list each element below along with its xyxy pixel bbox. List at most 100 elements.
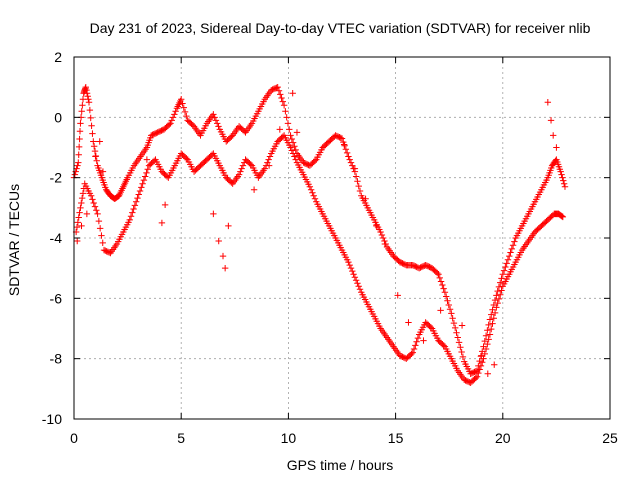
data-point <box>452 324 459 332</box>
data-point <box>446 305 454 313</box>
data-point <box>280 102 288 109</box>
data-point <box>284 120 292 127</box>
data-point <box>499 271 506 278</box>
data-point <box>444 297 451 304</box>
data-point <box>436 274 443 282</box>
data-point <box>77 204 84 212</box>
data-point <box>87 192 95 199</box>
data-point <box>473 373 481 380</box>
data-point <box>311 157 319 164</box>
data-point <box>274 83 281 91</box>
axis-ticks: 0 5 10 15 20 25 -10 -8 -6 -4 -2 0 2 <box>42 49 618 446</box>
data-point <box>350 271 357 278</box>
data-point <box>130 205 137 213</box>
data-point <box>92 153 99 160</box>
data-point <box>78 194 86 202</box>
data-point <box>511 238 518 245</box>
data-point <box>497 291 504 298</box>
data-point <box>237 168 244 175</box>
data-point <box>497 279 504 286</box>
data-point <box>413 338 420 345</box>
data-point <box>276 126 284 133</box>
data-point <box>356 286 364 293</box>
data-point <box>342 146 350 153</box>
data-point <box>482 332 490 339</box>
data-point <box>509 242 517 249</box>
data-point <box>86 106 94 114</box>
data-point <box>440 342 447 349</box>
data-point <box>435 271 442 278</box>
data-point <box>394 292 401 299</box>
data-point <box>77 120 84 127</box>
data-point <box>347 264 355 272</box>
data-point <box>559 213 567 221</box>
data-point <box>414 334 422 342</box>
data-point <box>215 123 222 130</box>
data-point <box>408 350 415 358</box>
data-point <box>88 122 95 129</box>
data-point <box>486 316 494 323</box>
data-point <box>557 168 564 175</box>
data-point <box>352 277 360 284</box>
data-point <box>458 348 465 356</box>
data-point <box>210 210 217 218</box>
data-point <box>494 287 501 295</box>
data-point <box>183 112 190 120</box>
data-point <box>138 184 145 191</box>
data-point <box>362 195 369 202</box>
data-point <box>83 90 91 97</box>
data-point <box>211 114 218 121</box>
data-point <box>488 325 495 333</box>
data-point <box>450 319 458 327</box>
data-point <box>311 195 319 202</box>
data-point <box>74 219 82 226</box>
data-point <box>439 281 446 289</box>
data-point <box>171 111 178 118</box>
data-point <box>547 117 555 124</box>
data-point <box>484 340 491 348</box>
data-point <box>454 334 461 341</box>
data-point <box>225 222 232 230</box>
data-point <box>183 155 190 162</box>
data-point <box>433 269 441 277</box>
data-point <box>140 176 148 184</box>
chart-title: Day 231 of 2023, Sidereal Day-to-day VTE… <box>90 20 591 36</box>
data-point <box>553 144 560 151</box>
data-point <box>453 329 460 336</box>
data-point <box>87 114 94 122</box>
data-point <box>83 210 91 218</box>
data-point <box>94 210 101 218</box>
data-point <box>445 301 452 309</box>
data-point <box>78 199 85 207</box>
data-point <box>409 349 416 356</box>
data-point <box>74 237 81 245</box>
data-point <box>90 143 98 150</box>
data-point <box>558 213 566 220</box>
data-point <box>134 194 141 202</box>
data-point <box>476 366 483 373</box>
data-point <box>495 295 503 303</box>
data-point <box>90 199 97 207</box>
data-point <box>491 309 499 317</box>
data-point <box>275 87 283 94</box>
data-point <box>427 324 434 331</box>
data-point <box>495 283 503 291</box>
x-tick-label: 10 <box>281 430 297 446</box>
data-point <box>288 135 296 143</box>
data-point <box>265 156 272 163</box>
data-point <box>292 156 299 163</box>
data-point <box>485 321 492 329</box>
y-tick-label: 0 <box>54 109 62 125</box>
data-point <box>502 263 509 271</box>
data-point <box>307 186 315 193</box>
data-point <box>354 280 361 287</box>
data-point <box>345 258 352 266</box>
data-point <box>484 370 491 377</box>
data-point <box>440 285 447 292</box>
data-point <box>83 86 90 94</box>
data-point <box>131 202 139 209</box>
data-point <box>126 216 133 224</box>
data-point <box>441 289 449 296</box>
data-point <box>289 90 296 97</box>
